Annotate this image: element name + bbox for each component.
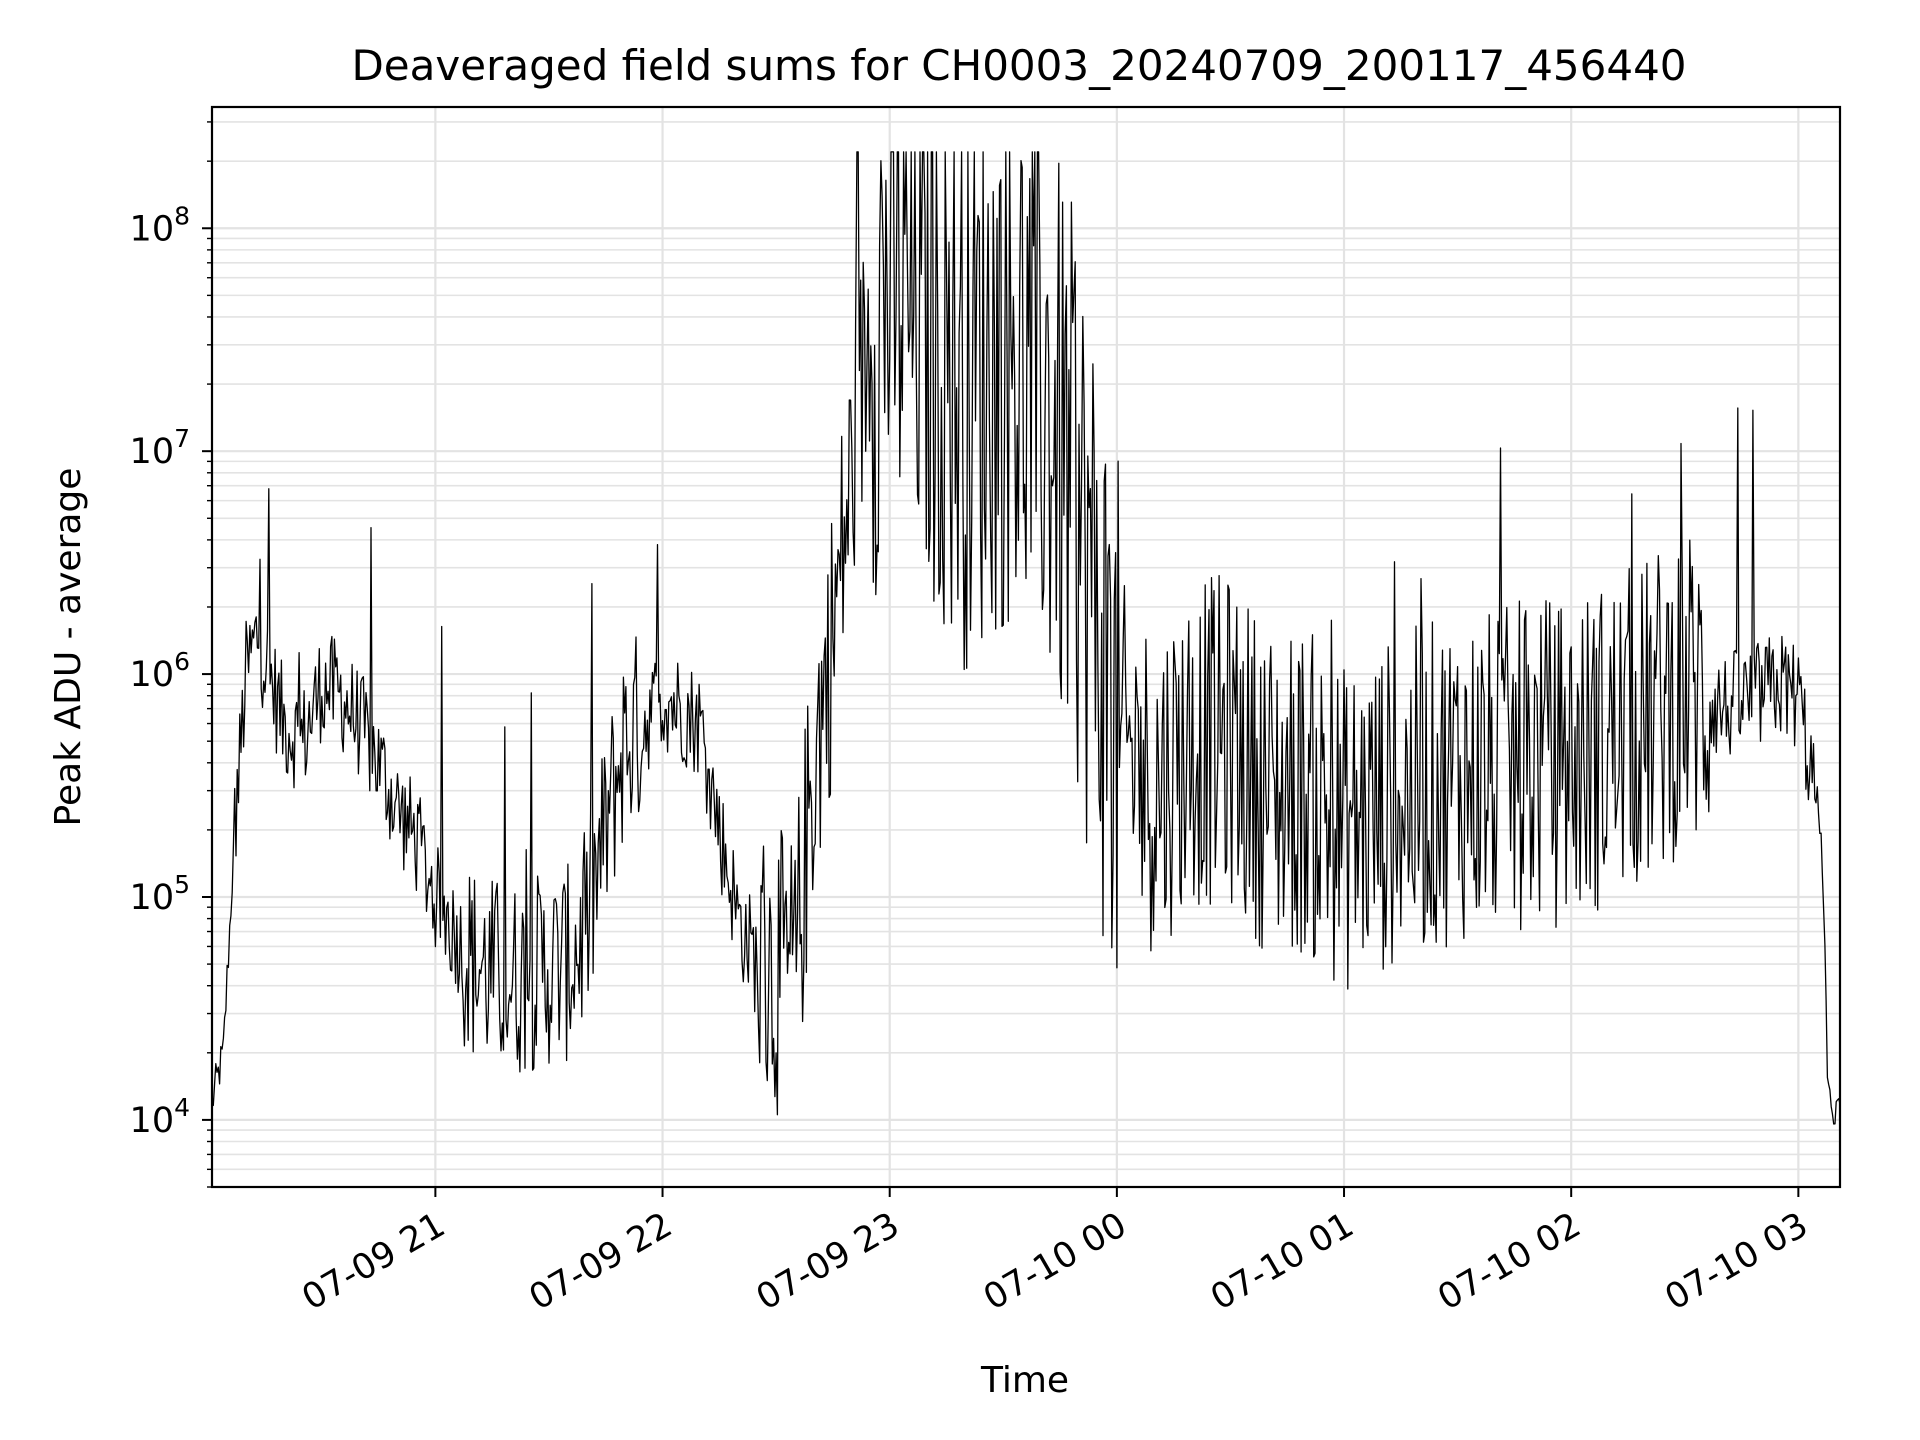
- y-tick-label: 107: [130, 424, 190, 472]
- grid: [212, 107, 1840, 1188]
- series-line: [211, 151, 1841, 1125]
- plot-series: [211, 151, 1841, 1125]
- x-axis-label: Time: [980, 1360, 1069, 1401]
- y-tick-label: 106: [130, 647, 190, 695]
- y-tick-label: 108: [130, 201, 190, 249]
- y-axis-ticks: 104 105 106 107 108: [130, 121, 212, 1188]
- y-tick-label: 104: [130, 1093, 190, 1141]
- chart-title: Deaveraged field sums for CH0003_2024070…: [351, 41, 1686, 90]
- y-tick-label: 105: [130, 870, 190, 918]
- y-axis-label: Peak ADU - average: [48, 468, 89, 827]
- plot-frame: [210, 105, 1842, 1189]
